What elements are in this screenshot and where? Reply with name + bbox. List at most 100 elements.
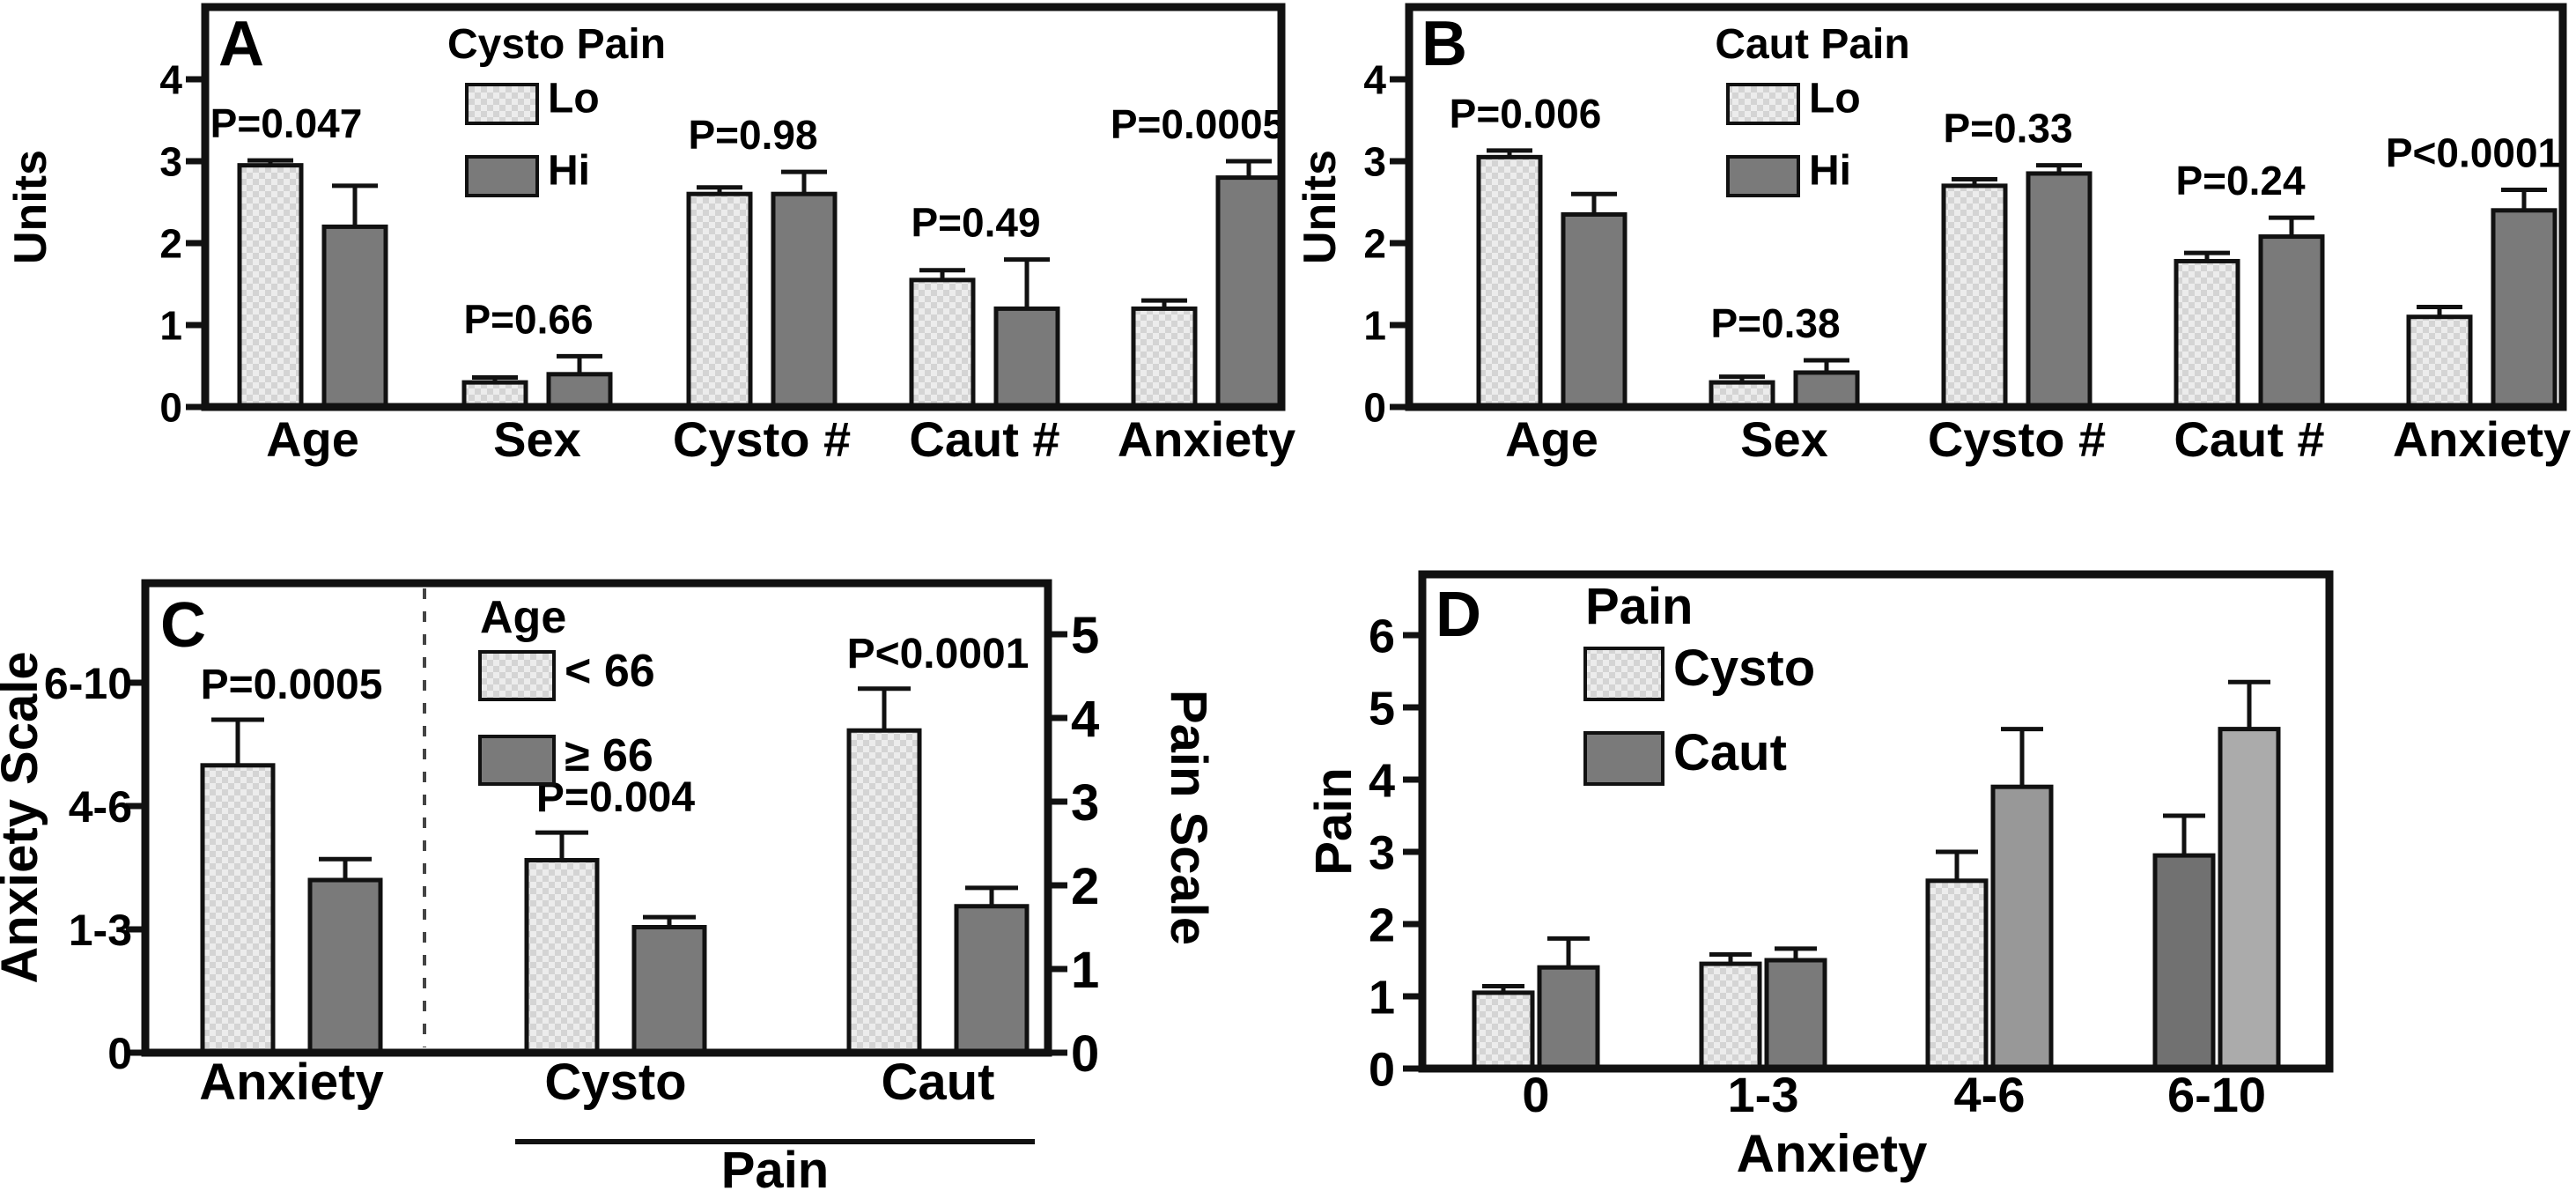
panel-c-left-tick-label-6-10: 6-10 xyxy=(44,659,132,708)
panel-a-p-label-Cysto #: P=0.98 xyxy=(688,112,817,158)
panel-b-bar-Age-Lo xyxy=(1476,154,1543,410)
panel-c-right-tick-label-2: 2 xyxy=(1071,858,1099,915)
panel-a-p-label-Sex: P=0.66 xyxy=(463,296,593,342)
panel-a-y-axis-title: Units xyxy=(5,150,56,264)
panel-b-bar-Anxiety-Hi xyxy=(2491,208,2558,410)
panel-b-ytick-label-3: 3 xyxy=(1363,139,1386,185)
panel-d-legend-title: Pain xyxy=(1585,578,1694,635)
panel-b-legend-label: Lo xyxy=(1809,76,1861,122)
panel-c-category-label-Cysto: Cysto xyxy=(544,1054,686,1111)
panel-c-legend-title: Age xyxy=(480,592,566,643)
panel-c-left-tick-label-4-6: 4-6 xyxy=(69,782,132,832)
panel-a-letter: A xyxy=(218,9,264,79)
panel-b-ytick-label-2: 2 xyxy=(1363,221,1386,267)
panel-a-bar-Anxiety-Lo xyxy=(1131,306,1198,410)
panel-c-bar-Cysto-lt66 xyxy=(524,858,600,1055)
panel-b-ytick-label-0: 0 xyxy=(1363,385,1386,431)
panel-b-ytick-label-4: 4 xyxy=(1363,57,1386,103)
panel-b-bar-Cysto #-Lo xyxy=(1941,183,2008,410)
panel-c-plot-box xyxy=(141,579,1052,1057)
panel-a-ytick-label-2: 2 xyxy=(159,221,182,267)
panel-b-letter: B xyxy=(1421,9,1467,79)
panel-d-ytick-label-1: 1 xyxy=(1369,971,1395,1024)
panel-a-ytick-label-4: 4 xyxy=(159,57,182,103)
panel-d-bar-0-Caut xyxy=(1537,965,1600,1071)
panel-d-plot-box xyxy=(1418,570,2334,1073)
panel-b-p-label-Age: P=0.006 xyxy=(1450,91,1602,137)
panel-d-bar-1-3-Caut xyxy=(1764,958,1827,1071)
panel-a-legend-swatch-hi xyxy=(465,155,539,197)
panel-d-bar-6-10-Caut xyxy=(2218,727,2281,1071)
panel-a-category-label-Anxiety: Anxiety xyxy=(1118,411,1295,467)
panel-b-category-label-Anxiety: Anxiety xyxy=(2393,411,2571,467)
panel-b-category-label-Caut #: Caut # xyxy=(2174,411,2324,467)
panel-c-right-tick-label-4: 4 xyxy=(1071,691,1099,748)
panel-a-ytick-label-1: 1 xyxy=(159,303,182,349)
panel-d-legend-swatch-hi xyxy=(1583,731,1664,786)
panel-c-legend-label: ≥ 66 xyxy=(565,730,653,781)
panel-c-p-label-Anxiety: P=0.0005 xyxy=(201,662,383,708)
panel-a-legend-label: Lo xyxy=(548,76,600,122)
panel-b: P=0.006 Age P=0.38 Sex P=0.33 Cysto # P=0.24 Ca… xyxy=(1295,3,2571,467)
panel-b-bar-Caut #-Lo xyxy=(2174,258,2240,410)
panel-d-legend-label: Caut xyxy=(1673,724,1787,781)
panel-d-ytick-label-6: 6 xyxy=(1369,610,1395,662)
panel-a-bar-Caut #-Hi xyxy=(993,306,1060,410)
panel-a-bar-Cysto #-Hi xyxy=(771,191,838,410)
panel-c-p-label-Caut: P<0.0001 xyxy=(847,631,1030,677)
panel-d-bar-6-10-Cysto xyxy=(2152,853,2216,1071)
panel-a-bar-Age-Lo xyxy=(237,163,304,410)
panel-b-legend-label: Hi xyxy=(1809,148,1851,195)
panel-c-left-tick-label-1-3: 1-3 xyxy=(69,906,132,955)
panel-a-category-label-Age: Age xyxy=(266,411,359,467)
panel-a-p-label-Age: P=0.047 xyxy=(210,100,363,146)
panel-a-bar-Cysto #-Lo xyxy=(686,191,753,410)
panel-d-letter: D xyxy=(1436,580,1481,650)
panel-c-left-tick-label-0: 0 xyxy=(107,1029,132,1078)
panel-b-y-axis-title: Units xyxy=(1295,150,1346,264)
panel-c-legend-label: < 66 xyxy=(565,646,655,697)
panel-c-legend-swatch-hi xyxy=(478,735,556,786)
panel-d-x-axis-title: Anxiety xyxy=(1737,1124,1928,1183)
panel-a-legend-label: Hi xyxy=(548,148,590,195)
panel-c-right-tick-label-5: 5 xyxy=(1071,607,1099,664)
panel-a-legend-swatch-lo xyxy=(465,83,539,125)
panel-d-bar-0-Cysto xyxy=(1472,990,1535,1071)
panel-b-category-label-Sex: Sex xyxy=(1740,411,1828,467)
panel-a-bar-Sex-Hi xyxy=(546,372,613,410)
panel-c-category-label-Anxiety: Anxiety xyxy=(199,1054,384,1111)
panel-d-category-label-6-10: 6-10 xyxy=(2167,1067,2266,1122)
panel-a-bar-Sex-Lo xyxy=(461,380,528,410)
panel-c: P=0.0005 Anxiety P=0.004 Cysto P<0.0001 Caut 0… xyxy=(0,579,1217,1191)
panel-c-bar-Caut-ge66 xyxy=(954,904,1030,1055)
panel-b-plot-box xyxy=(1405,3,2567,411)
panel-a-bar-Age-Hi xyxy=(321,224,388,410)
panel-c-category-label-Caut: Caut xyxy=(882,1054,995,1111)
panel-b-bar-Cysto #-Hi xyxy=(2026,171,2093,410)
panel-c-p-label-Cysto: P=0.004 xyxy=(536,774,695,821)
panel-c-bar-Anxiety-ge66 xyxy=(307,877,383,1055)
panel-c-legend-swatch-lo xyxy=(478,650,556,701)
panel-a-ytick-label-0: 0 xyxy=(159,385,182,431)
panel-c-left-axis-title: Anxiety Scale xyxy=(0,651,48,983)
panel-a-legend-title: Cysto Pain xyxy=(447,21,666,68)
panel-d-ytick-label-4: 4 xyxy=(1369,754,1395,807)
panel-d-category-label-1-3: 1-3 xyxy=(1728,1067,1799,1122)
panel-d-bar-4-6-Caut xyxy=(1990,784,2054,1071)
panel-d-bar-1-3-Cysto xyxy=(1699,961,1762,1071)
panel-b-category-label-Cysto #: Cysto # xyxy=(1928,411,2106,467)
panel-c-right-tick-label-1: 1 xyxy=(1071,942,1099,999)
panel-b-bar-Caut #-Hi xyxy=(2258,234,2325,410)
panel-d-ytick-label-3: 3 xyxy=(1369,826,1395,879)
panel-a-category-label-Cysto #: Cysto # xyxy=(673,411,851,467)
panel-a-plot-box xyxy=(201,3,1286,411)
panel-c-right-axis-title: Pain Scale xyxy=(1160,690,1217,945)
panel-b-p-label-Sex: P=0.38 xyxy=(1710,300,1840,346)
panel-b-category-label-Age: Age xyxy=(1505,411,1598,467)
panel-b-p-label-Caut #: P=0.24 xyxy=(2175,158,2305,203)
panel-c-pain-group-label: Pain xyxy=(721,1142,830,1191)
panel-b-p-label-Cysto #: P=0.33 xyxy=(1943,106,2072,152)
panel-a-bar-Anxiety-Hi xyxy=(1215,175,1282,410)
